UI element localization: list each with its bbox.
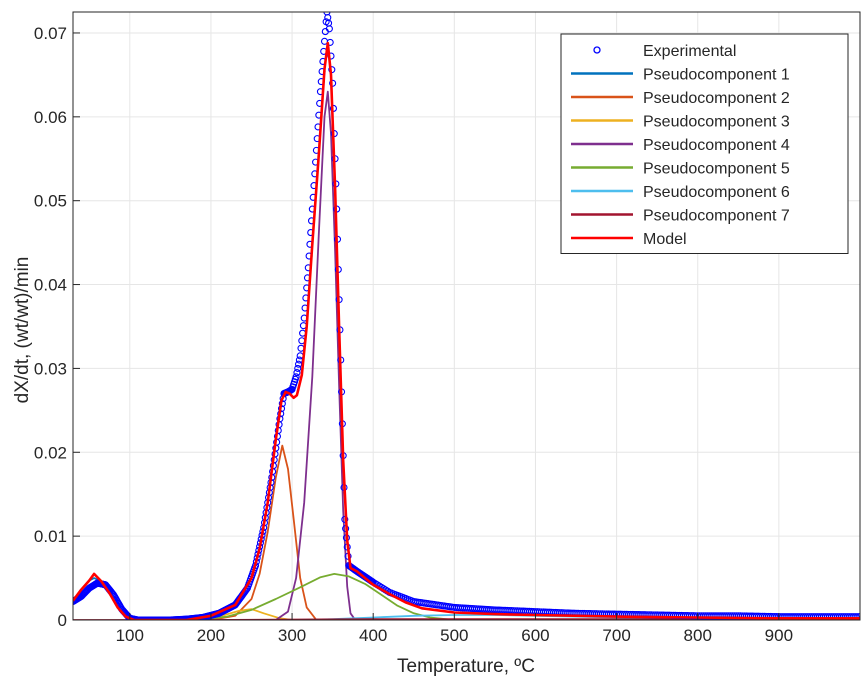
x-tick-label: 400 [359,626,387,645]
legend-label-model: Model [643,231,687,248]
x-tick-label: 700 [602,626,630,645]
x-tick-label: 300 [278,626,306,645]
axes: 100 200 300 400 500 600 700 800 900 0 0.01 0.02 0.03… [34,11,861,645]
experimental-point [292,373,300,381]
x-tick-label: 900 [765,626,793,645]
y-tick-label: 0.06 [34,108,67,127]
legend-label-pseudocomponent-5: Pseudocomponent 5 [643,161,790,178]
y-axis-label: dX/dt, (wt/wt)/min [12,257,33,404]
y-tick-label: 0.01 [34,527,67,546]
x-tick-label: 500 [440,626,468,645]
experimental-point [293,369,301,377]
y-tick-label: 0.03 [34,359,67,378]
x-tick-label: 800 [684,626,712,645]
series-pseudocomponent-2 [210,444,860,620]
legend-label-pseudocomponent-2: Pseudocomponent 2 [643,90,790,107]
experimental-point [295,360,303,368]
legend-label-experimental: Experimental [643,43,736,60]
y-tick-label: 0.04 [34,276,67,295]
legend: Experimental Pseudocomponent 1 Pseudocompo… [560,33,849,254]
legend-label-pseudocomponent-6: Pseudocomponent 6 [643,184,790,201]
x-tick-label: 200 [197,626,225,645]
x-axis-label: Temperature, ºC [397,656,535,677]
legend-label-pseudocomponent-7: Pseudocomponent 7 [643,208,790,225]
legend-label-pseudocomponent-4: Pseudocomponent 4 [643,137,790,154]
plot-frame [72,11,861,621]
y-tick-label: 0.07 [34,24,67,43]
experimental-point [856,613,860,620]
y-tick-label: 0.02 [34,443,67,462]
x-tick-label: 600 [521,626,549,645]
experimental-point [294,364,302,372]
series-pseudocomponent-4 [275,90,860,620]
y-tick-label: 0.05 [34,192,67,211]
legend-marker-experimental [593,46,601,54]
legend-label-pseudocomponent-1: Pseudocomponent 1 [643,67,790,84]
experimental-point [325,25,333,33]
x-tick-label: 100 [116,626,144,645]
y-tick-label: 0 [58,611,67,630]
legend-label-pseudocomponent-3: Pseudocomponent 3 [643,114,790,131]
